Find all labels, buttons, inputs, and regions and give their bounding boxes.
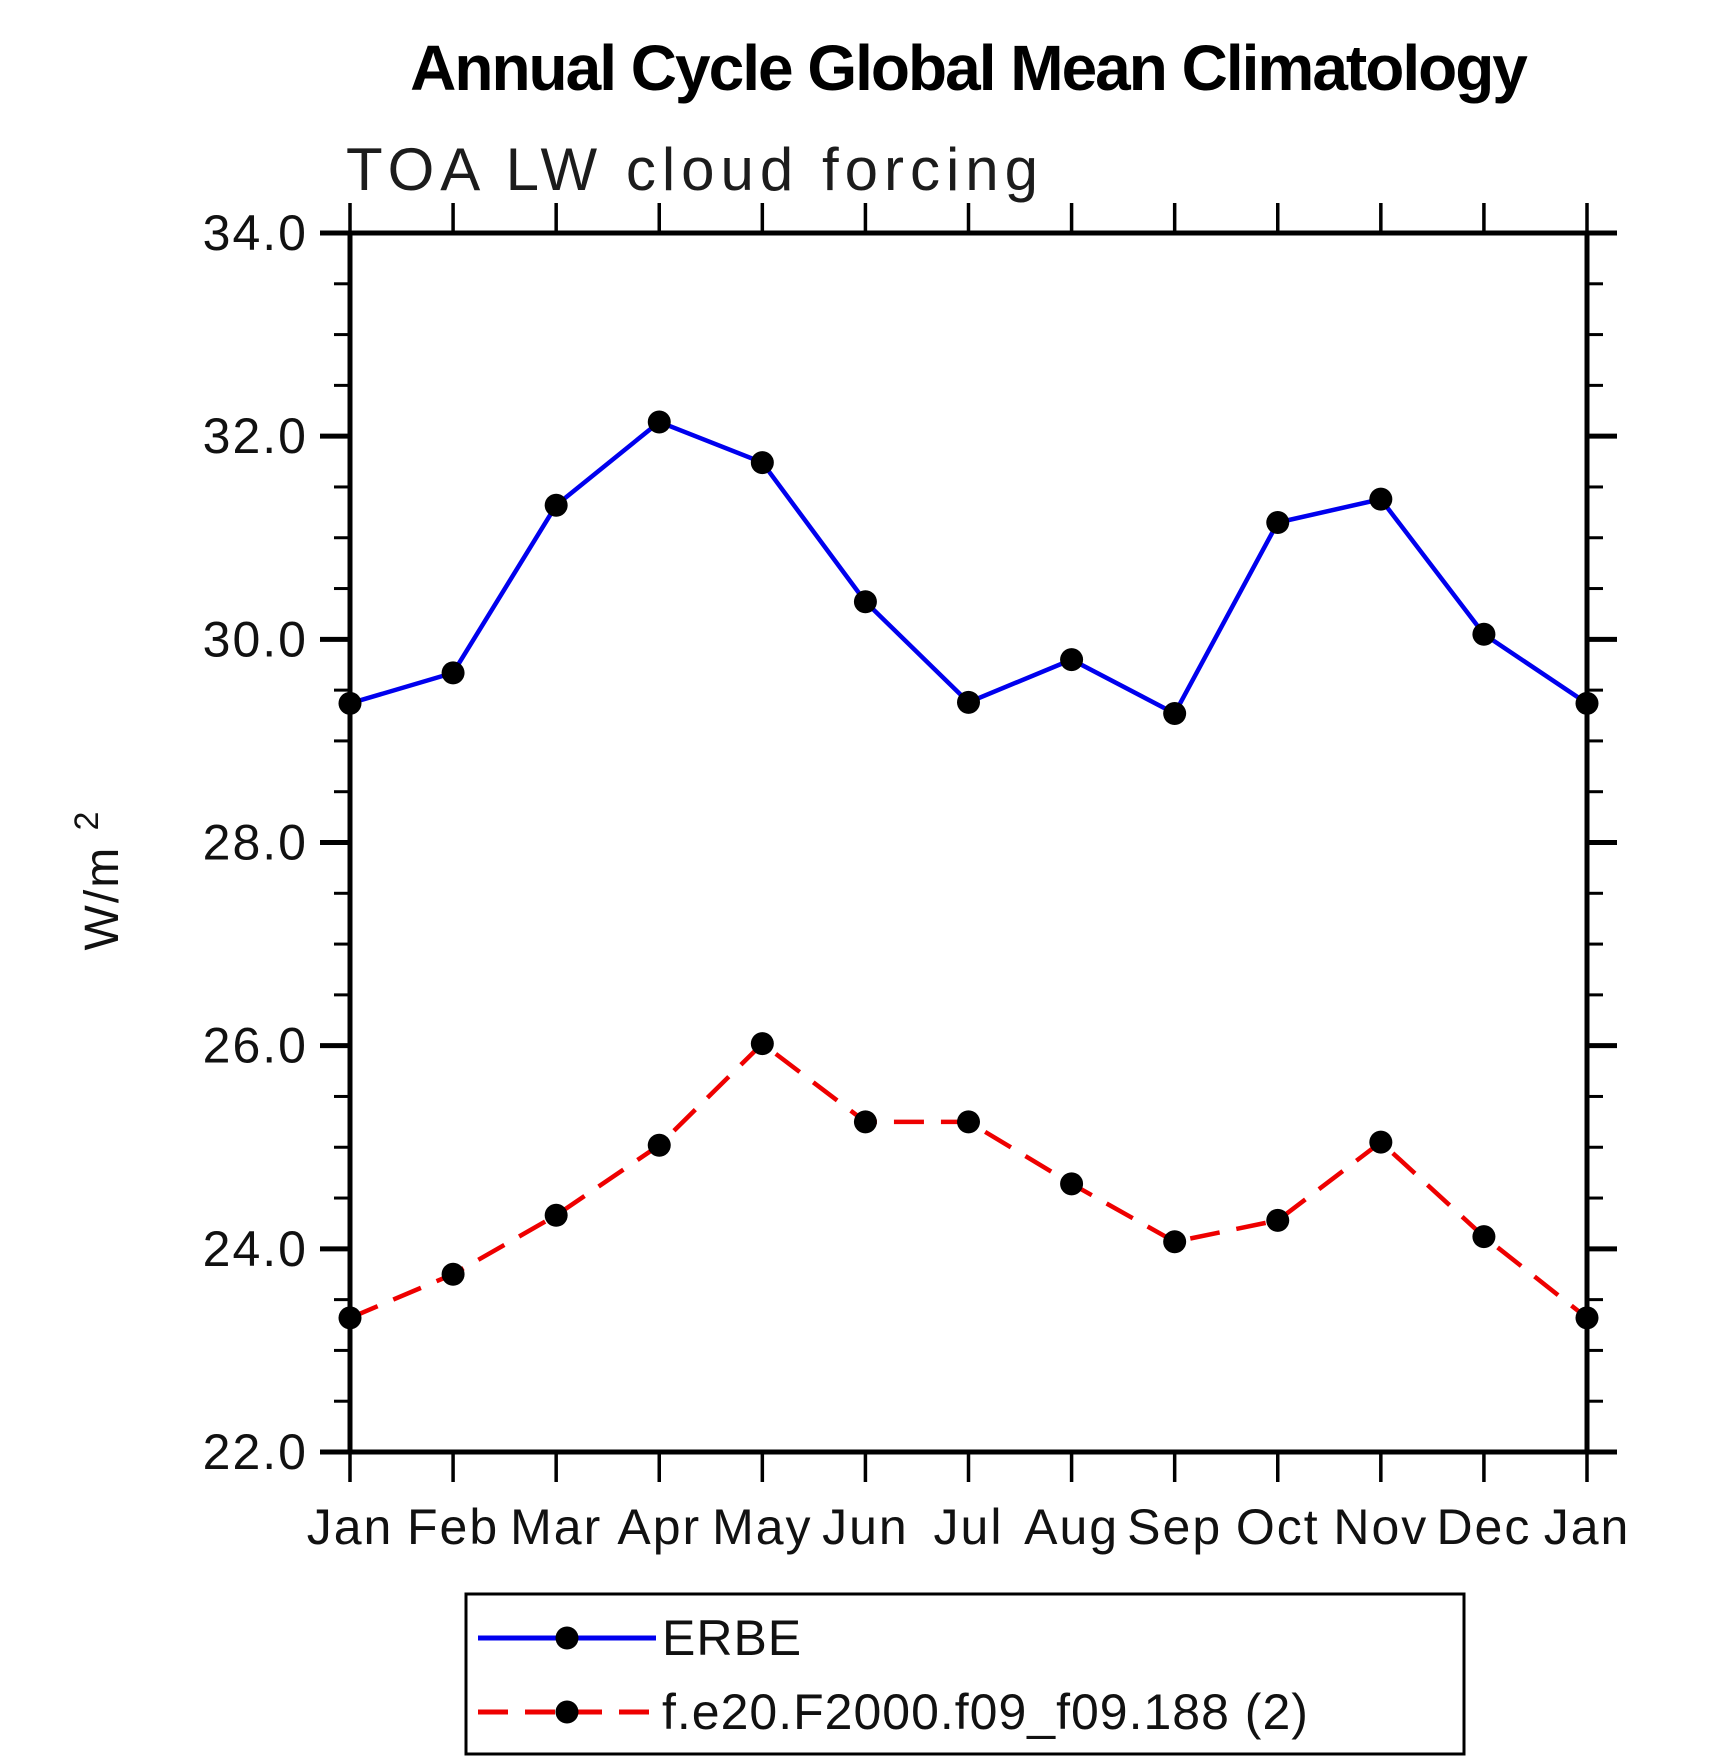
x-tick-label: Oct <box>1236 1499 1320 1555</box>
chart-subtitle: TOA LW cloud forcing <box>346 136 1044 203</box>
x-tick-label: Jan <box>1544 1499 1631 1555</box>
x-tick-label: Jun <box>822 1499 909 1555</box>
y-axis-label-exponent: 2 <box>68 810 106 831</box>
legend-box <box>464 1592 1466 1756</box>
y-tick-label: 26.0 <box>203 1018 308 1074</box>
data-point-marker <box>1575 691 1599 715</box>
x-tick-label: Jan <box>307 1499 394 1555</box>
data-point-marker <box>1163 1230 1187 1254</box>
x-tick-label: Jul <box>934 1499 1004 1555</box>
x-tick-label: May <box>712 1499 812 1555</box>
legend-item-label: ERBE <box>662 1610 802 1666</box>
y-tick-label: 32.0 <box>203 408 308 464</box>
data-point-marker <box>1369 1130 1393 1154</box>
data-point-marker <box>544 493 568 517</box>
legend-swatch-marker <box>555 1700 579 1724</box>
y-tick-label: 28.0 <box>203 815 308 871</box>
legend: ERBE f.e20.F2000.f09_f09.188 (2) <box>464 1592 1466 1756</box>
data-point-marker <box>750 1032 774 1056</box>
data-point-marker <box>1369 487 1393 511</box>
x-tick-label: Feb <box>407 1499 499 1555</box>
y-tick-label: 24.0 <box>203 1221 308 1277</box>
chart-title: Annual Cycle Global Mean Climatology <box>410 32 1528 104</box>
data-point-marker <box>853 590 877 614</box>
y-axis-label-base: W/m <box>76 846 129 951</box>
data-point-marker <box>647 1133 671 1157</box>
data-point-marker <box>1575 1306 1599 1330</box>
data-point-marker <box>441 661 465 685</box>
data-point-marker <box>1266 1208 1290 1232</box>
x-tick-label: Dec <box>1436 1499 1531 1555</box>
data-point-marker <box>647 410 671 434</box>
data-point-marker <box>957 690 980 714</box>
data-point-marker <box>441 1262 465 1286</box>
data-point-marker <box>544 1203 568 1227</box>
y-tick-label: 22.0 <box>203 1424 308 1480</box>
legend-item-label: f.e20.F2000.f09_f09.188 (2) <box>662 1684 1309 1740</box>
data-point-marker <box>1472 1225 1496 1249</box>
data-point-marker <box>853 1110 877 1134</box>
x-tick-label: Sep <box>1127 1499 1222 1555</box>
data-point-marker <box>1060 1172 1084 1196</box>
x-tick-label: Apr <box>617 1499 701 1555</box>
data-point-marker <box>338 691 362 715</box>
data-point-marker <box>1472 622 1496 646</box>
y-axis-label: W/m 2 <box>68 810 129 951</box>
plot-frame <box>347 230 1590 1455</box>
y-tick-label: 34.0 <box>203 205 308 261</box>
data-point-marker <box>1060 648 1084 672</box>
legend-swatch-marker <box>555 1626 579 1650</box>
data-point-marker <box>338 1306 362 1330</box>
data-point-marker <box>750 451 774 475</box>
data-point-marker <box>957 1110 980 1134</box>
series-line-model <box>349 1040 1589 1320</box>
data-point-marker <box>1163 701 1187 725</box>
y-tick-label: 30.0 <box>203 611 308 667</box>
x-tick-label: Aug <box>1024 1499 1119 1555</box>
data-point-marker <box>1266 511 1290 535</box>
series-line-erbe <box>349 419 1589 717</box>
x-tick-label: Nov <box>1333 1499 1428 1555</box>
x-tick-label: Mar <box>510 1499 602 1555</box>
